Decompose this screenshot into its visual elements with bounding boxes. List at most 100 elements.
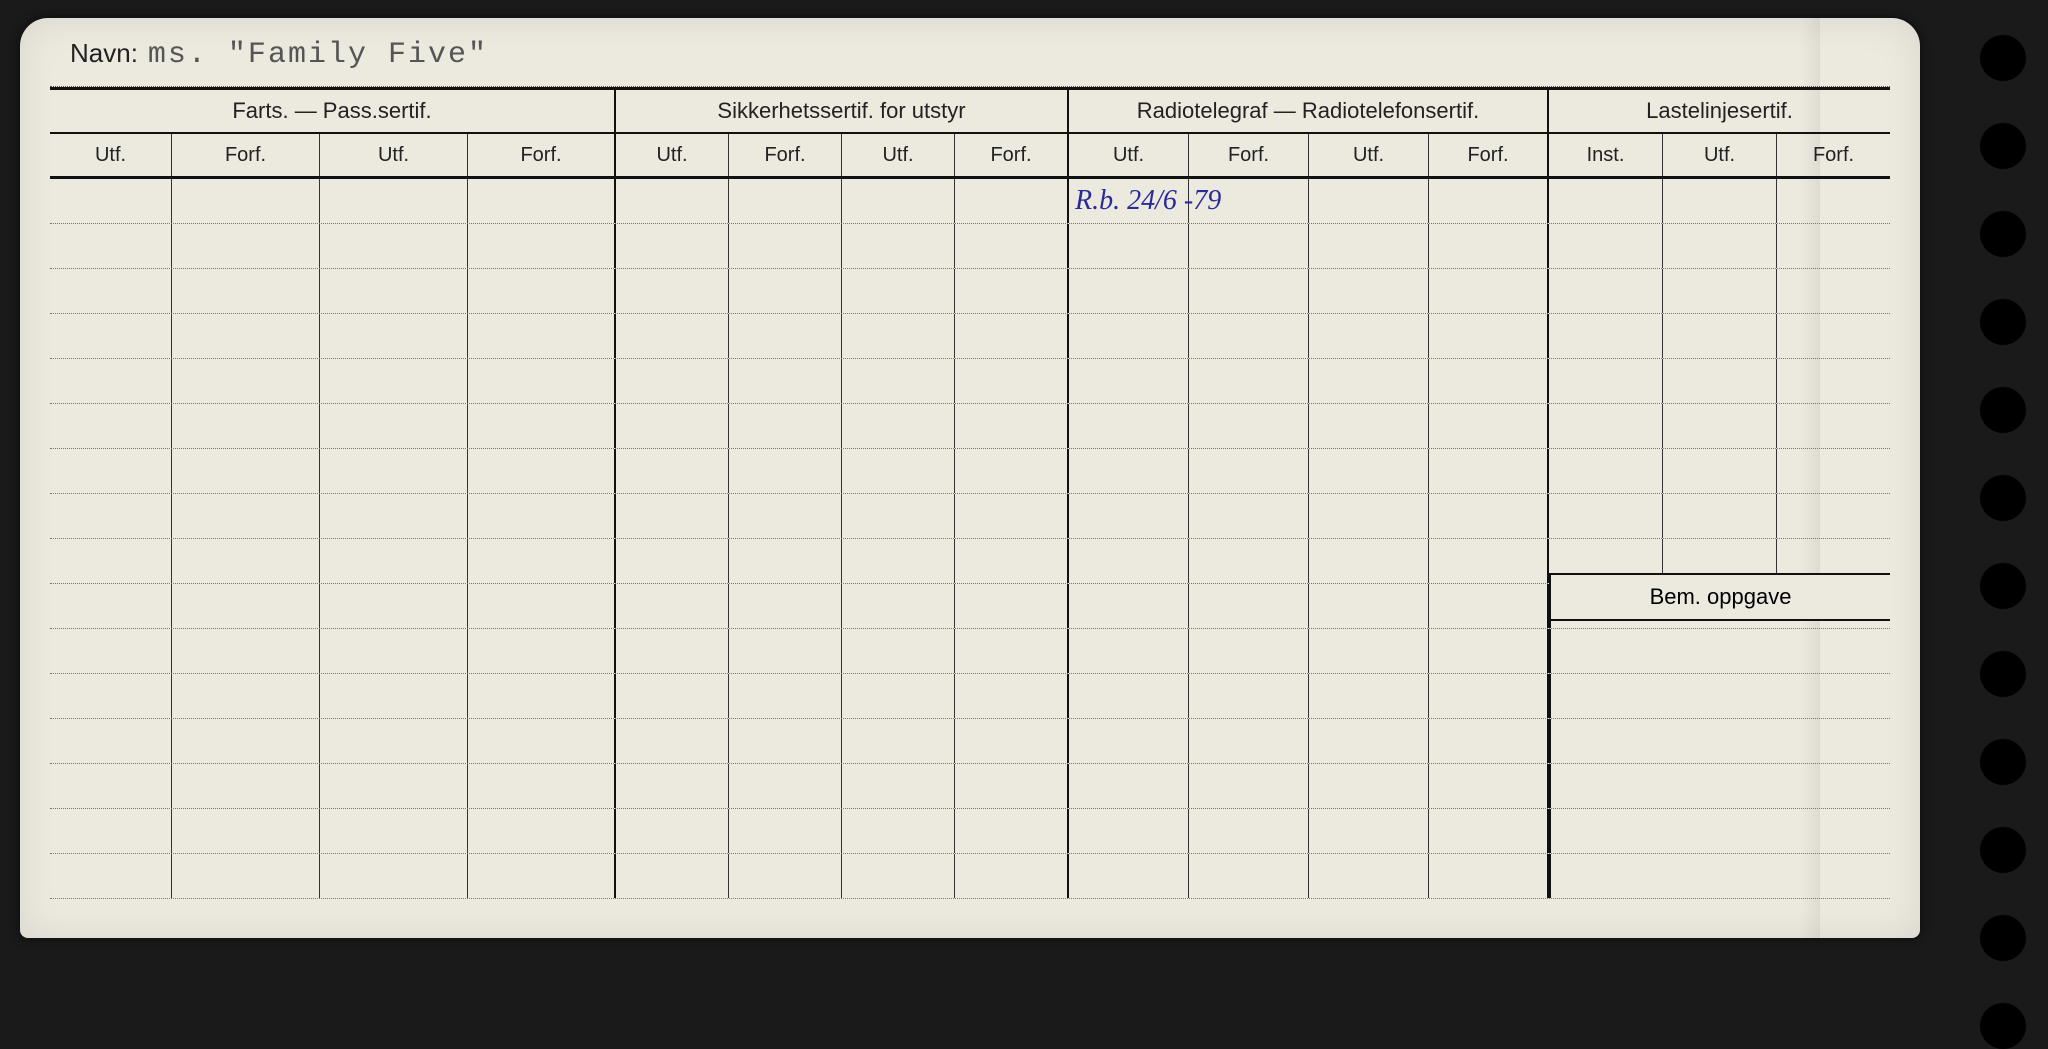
column-header-cell: Utf. <box>1309 134 1429 176</box>
table-cell <box>955 224 1069 268</box>
column-header-cell: Forf. <box>1189 134 1309 176</box>
table-cell <box>729 809 842 853</box>
table-cell <box>842 404 955 448</box>
table-cell <box>842 584 955 628</box>
table-cell <box>1189 314 1309 358</box>
table-cell <box>955 674 1069 718</box>
table-cell <box>1309 314 1429 358</box>
binder-hole <box>1980 123 2026 169</box>
table-cell <box>1309 359 1429 403</box>
table-cell <box>1309 269 1429 313</box>
table-cell <box>320 629 468 673</box>
table-cell <box>616 674 729 718</box>
table-cell <box>1429 314 1549 358</box>
table-cell <box>955 449 1069 493</box>
table-row <box>50 854 1890 899</box>
table-cell <box>1309 404 1429 448</box>
table-row <box>50 764 1890 809</box>
table-cell <box>1069 449 1189 493</box>
table-cell <box>1189 854 1309 898</box>
table-cell <box>1549 269 1663 313</box>
table-cell <box>1429 809 1549 853</box>
table-cell <box>172 269 320 313</box>
table-cell <box>468 359 616 403</box>
table-cell <box>616 764 729 808</box>
table-row <box>50 719 1890 764</box>
table-cell <box>955 314 1069 358</box>
table-cell <box>1549 179 1663 223</box>
table-cell <box>1663 269 1777 313</box>
table-cell <box>1069 764 1189 808</box>
name-row: Navn: ms. "Family Five" <box>50 38 1890 87</box>
table-cell <box>50 539 172 583</box>
table-cell <box>616 539 729 583</box>
table-cell <box>50 629 172 673</box>
binder-hole <box>1980 739 2026 785</box>
table-cell <box>1429 539 1549 583</box>
table-cell <box>172 719 320 763</box>
table-cell <box>1777 404 1890 448</box>
group-header-cell: Radiotelegraf — Radiotelefonsertif. <box>1069 90 1549 132</box>
table-cell <box>616 494 729 538</box>
table-cell <box>50 269 172 313</box>
table-cell <box>172 404 320 448</box>
table-cell <box>955 809 1069 853</box>
name-value: ms. "Family Five" <box>148 38 488 72</box>
binder-hole <box>1980 387 2026 433</box>
table-cell <box>50 584 172 628</box>
table-cell <box>172 809 320 853</box>
table-cell <box>955 629 1069 673</box>
table-cell <box>1309 809 1429 853</box>
column-header-cell: Utf. <box>616 134 729 176</box>
table-cell <box>1429 674 1549 718</box>
table-cell <box>1189 494 1309 538</box>
table-cell <box>616 269 729 313</box>
group-header-cell: Sikkerhetssertif. for utstyr <box>616 90 1069 132</box>
table-cell <box>1429 449 1549 493</box>
table-cell <box>1309 674 1429 718</box>
table-cell <box>1429 719 1549 763</box>
table-cell <box>729 359 842 403</box>
table-cell <box>729 764 842 808</box>
table-cell <box>1189 539 1309 583</box>
table-cell <box>468 224 616 268</box>
table-cell <box>955 854 1069 898</box>
table-cell <box>729 584 842 628</box>
table-cell <box>1777 449 1890 493</box>
table-cell <box>1663 179 1777 223</box>
table-cell <box>842 629 955 673</box>
table-cell <box>842 179 955 223</box>
table-cell <box>50 314 172 358</box>
table-cell <box>1549 359 1663 403</box>
table-cell <box>616 224 729 268</box>
table-cell <box>50 764 172 808</box>
table-cell <box>172 494 320 538</box>
table-cell <box>955 179 1069 223</box>
column-header-cell: Utf. <box>842 134 955 176</box>
table-row <box>50 179 1890 224</box>
table-row <box>50 359 1890 404</box>
table-cell <box>1663 404 1777 448</box>
table-cell <box>172 314 320 358</box>
table-cell <box>320 719 468 763</box>
column-header-cell: Utf. <box>320 134 468 176</box>
table-cell <box>1309 854 1429 898</box>
table-cell <box>320 449 468 493</box>
binder-hole <box>1980 299 2026 345</box>
data-grid: Bem. oppgaveR.b. 24/6 -79 <box>50 179 1890 899</box>
table-cell <box>1309 179 1429 223</box>
table-cell <box>1189 269 1309 313</box>
table-cell <box>1429 629 1549 673</box>
table-cell <box>729 269 842 313</box>
table-cell <box>468 494 616 538</box>
table-row <box>50 224 1890 269</box>
table-cell <box>468 764 616 808</box>
group-header-cell: Lastelinjesertif. <box>1549 90 1890 132</box>
table-cell <box>729 719 842 763</box>
table-cell <box>320 854 468 898</box>
table-cell <box>955 494 1069 538</box>
table-cell <box>729 404 842 448</box>
table-row <box>50 494 1890 539</box>
table-cell <box>50 404 172 448</box>
binder-hole <box>1980 651 2026 697</box>
